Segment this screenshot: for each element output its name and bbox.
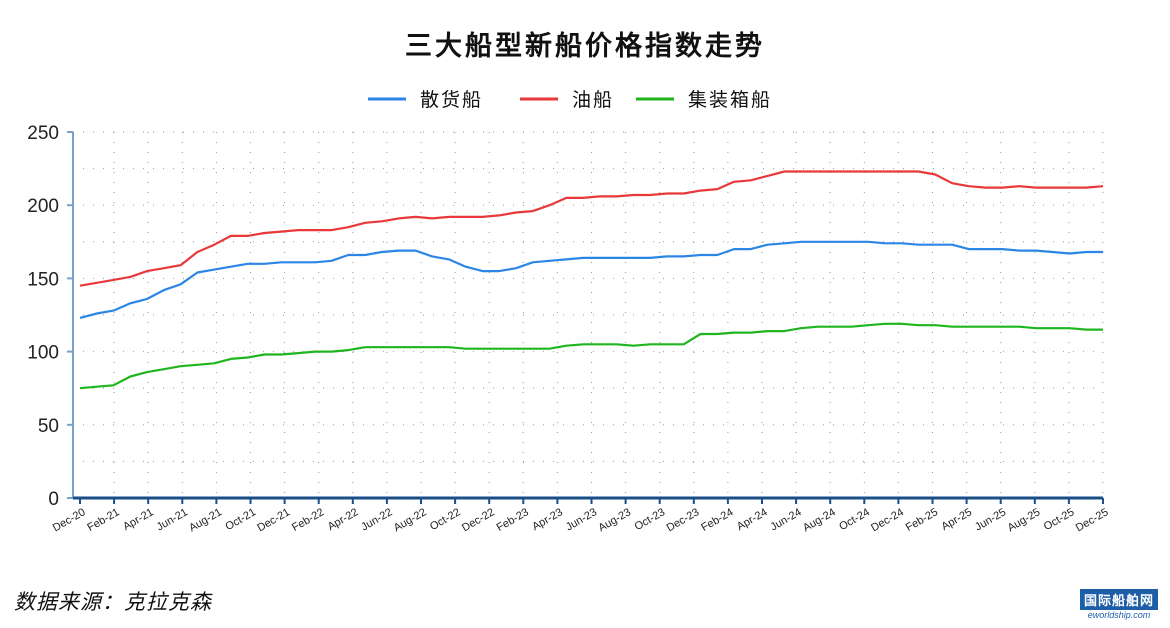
x-tick-label: Oct-25 (1042, 506, 1077, 533)
legend-label-1: 油船 (572, 89, 614, 111)
x-tick-label: Jun-21 (155, 506, 190, 533)
x-tick-label: Aug-21 (187, 506, 224, 534)
x-tick-label: Feb-25 (904, 506, 940, 534)
x-tick-label: Feb-24 (699, 506, 735, 534)
y-tick-label: 250 (27, 123, 59, 144)
x-tick-label: Jun-25 (973, 506, 1008, 533)
x-tick-label: Feb-23 (495, 506, 531, 534)
x-tick-label: Oct-22 (428, 506, 463, 533)
x-tick-label: Apr-21 (121, 506, 156, 533)
x-tick-label: Apr-23 (530, 506, 565, 533)
x-tick-label: Dec-20 (51, 506, 88, 534)
logo-main-text: 国际船舶网 (1079, 589, 1158, 610)
x-tick-label: Dec-23 (665, 506, 702, 534)
x-tick-label: Feb-21 (85, 506, 121, 534)
x-tick-label: Apr-22 (326, 506, 361, 533)
x-tick-label: Dec-21 (255, 506, 292, 534)
x-tick-label: Aug-25 (1006, 506, 1043, 534)
series-lines (79, 170, 1104, 390)
legend-label-2: 集装箱船 (688, 89, 772, 111)
x-tick-label: Jun-24 (768, 506, 803, 533)
y-tick-label: 200 (27, 196, 59, 217)
x-tick-label: Oct-24 (837, 506, 872, 533)
chart-title: 三大船型新船价格指数走势 (405, 30, 765, 62)
legend: 散货船 油船 集装箱船 (368, 89, 772, 111)
y-tick-label: 50 (38, 416, 59, 437)
x-tick-label: Aug-23 (596, 506, 633, 534)
grid (73, 131, 1104, 498)
x-tick-label: Aug-22 (392, 506, 429, 534)
x-tick-label: Oct-21 (223, 506, 258, 533)
site-logo: 国际船舶网 eworldship.com (1079, 589, 1158, 620)
y-tick-label: 0 (48, 489, 59, 510)
x-tick-label: Apr-24 (735, 506, 770, 533)
y-tick-label: 150 (27, 269, 59, 290)
x-tick-label: Jun-23 (564, 506, 599, 533)
logo-sub-text: eworldship.com (1087, 610, 1151, 620)
x-tick-label: Apr-25 (939, 506, 974, 533)
legend-label-0: 散货船 (420, 89, 483, 111)
series-line-1 (79, 170, 1104, 287)
x-tick-label: Dec-24 (869, 506, 906, 534)
x-tick-label: Dec-22 (460, 506, 497, 534)
y-tick-label: 100 (27, 343, 59, 364)
x-tick-label: Aug-24 (801, 506, 838, 534)
series-line-2 (79, 322, 1103, 390)
source-note: 数据来源：克拉克森 (14, 590, 212, 614)
x-tick-label: Oct-23 (633, 506, 668, 533)
x-tick-label: Feb-22 (290, 506, 326, 534)
x-tick-label: Dec-25 (1074, 506, 1111, 534)
x-tick-label: Jun-22 (359, 506, 394, 533)
series-line-0 (79, 240, 1103, 319)
